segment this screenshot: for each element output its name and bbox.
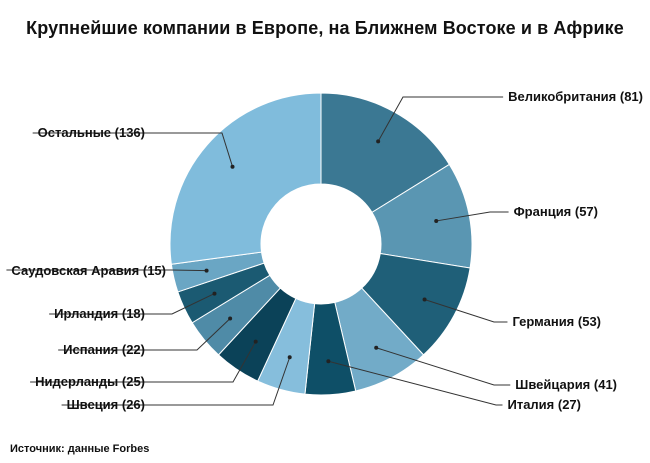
slice-label-9: Ирландия (18) [54,306,145,321]
slice-label-5: Италия (27) [507,397,581,412]
slice-label-7: Нидерланды (25) [35,374,145,389]
leader-dot-8 [228,316,233,321]
leader-dot-1 [376,139,381,144]
leader-dot-7 [253,339,258,344]
leader-dot-6 [287,355,292,360]
source-note: Источник: данные Forbes [10,443,150,455]
slice-label-11: Остальные (136) [38,125,145,140]
leader-line-4 [376,347,511,386]
leader-line-5 [328,360,503,406]
leader-line-1 [377,96,504,142]
leader-dot-4 [374,345,379,350]
slice-11 [169,92,322,265]
leader-line-2 [436,211,509,222]
leader-dot-10 [204,268,209,273]
leader-line-7 [30,341,257,383]
chart-title: Крупнейшие компании в Европе, на Ближнем… [26,18,624,38]
leader-line-6 [61,357,291,406]
slice-label-6: Швеция (26) [67,397,145,412]
slice-label-1: Великобритания (81) [508,89,643,104]
leader-dot-9 [212,291,217,296]
leader-dot-3 [422,297,427,302]
leader-line-10 [6,269,207,272]
slice-label-8: Испания (22) [63,342,145,357]
leader-line-3 [424,299,508,323]
slice-label-4: Швейцария (41) [515,377,617,392]
slice-1 [320,92,451,214]
leader-line-8 [58,318,231,351]
slice-label-10: Саудовская Аравия (15) [11,263,166,278]
slice-label-2: Франция (57) [514,204,598,219]
leader-line-11 [32,132,233,167]
leader-dot-5 [326,359,331,364]
leader-line-9 [49,293,215,315]
slice-label-3: Германия (53) [512,314,601,329]
leader-dot-2 [434,218,439,223]
leader-dot-11 [230,164,235,169]
